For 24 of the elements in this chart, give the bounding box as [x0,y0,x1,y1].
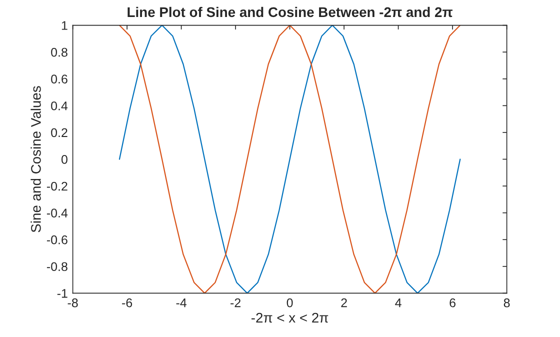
x-tick-label: -2 [230,298,240,308]
y-tick-label: 0 [61,155,68,164]
x-tick-label: 8 [504,298,510,308]
y-tick-label: 0.4 [51,101,68,110]
y-tick-label: -0.6 [46,235,68,244]
y-tick-label: 0.6 [51,74,68,84]
x-tick-label: -4 [176,298,186,308]
y-tick-label: -0.2 [46,182,68,191]
x-axis-title: -2π < x < 2π [251,312,328,323]
y-tick-label: -0.8 [46,262,68,272]
y-tick-label: 0.2 [51,128,68,138]
x-tick-label: -6 [122,298,132,308]
x-tick-label: 4 [395,298,402,308]
x-tick-label: -8 [68,298,78,308]
line-series [118,25,461,294]
chart-title: Line Plot of Sine and Cosine Between -2π and 2π [128,6,452,18]
x-tick-label: 0 [286,298,293,308]
x-tick-label: 2 [341,298,347,308]
y-tick-label: -1 [57,289,68,298]
y-tick-label: -0.4 [46,208,68,218]
y-tick-label: 1 [62,21,68,30]
y-tick-label: 0.8 [51,48,68,57]
x-tick-label: 6 [450,298,456,308]
y-axis-title: Sine and Cosine Values [30,86,41,232]
